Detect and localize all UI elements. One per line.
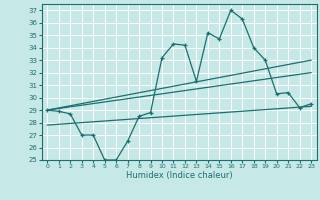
X-axis label: Humidex (Indice chaleur): Humidex (Indice chaleur) [126,171,233,180]
